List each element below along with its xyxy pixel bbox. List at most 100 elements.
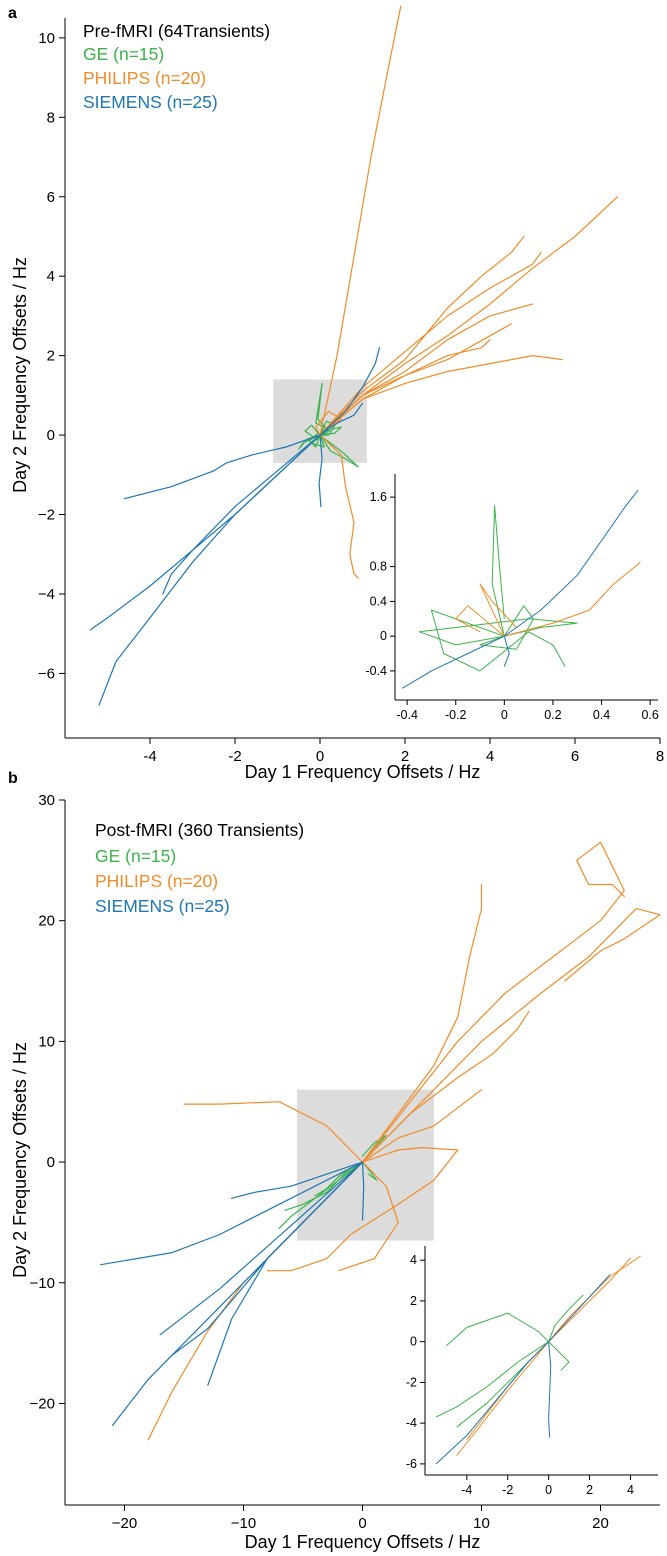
series-trace-siemens-b: [207, 1161, 364, 1386]
series-trace-siemens-a: [319, 347, 381, 436]
inset-y-tick-label-a: -0.4: [365, 664, 387, 678]
y-tick-label-b: −20: [30, 1395, 55, 1412]
y-axis-label-a: Day 2 Frequency Offsets / Hz: [10, 257, 30, 493]
inset-y-tick-label-b: 2: [410, 1294, 417, 1308]
inset-trace-ge-b: [446, 1312, 549, 1347]
legend-entry-siemens-a: SIEMENS (n=25): [83, 92, 218, 112]
x-tick-label-a: -4: [143, 748, 156, 765]
series-trace-siemens-a: [318, 434, 323, 508]
series-trace-philips-a: [319, 434, 359, 579]
inset-background-a: [395, 474, 659, 700]
panel-letter-b: b: [8, 770, 18, 787]
x-tick-label-a: 0: [316, 748, 324, 765]
x-tick-label-a: 2: [401, 748, 409, 765]
series-trace-philips-b: [361, 883, 483, 1163]
y-tick-label-a: 6: [47, 189, 55, 206]
y-tick-label-b: 20: [38, 913, 55, 930]
series-trace-philips-a: [319, 235, 525, 436]
inset-trace-ge-a: [418, 618, 578, 646]
y-tick-label-b: 30: [38, 792, 55, 809]
y-tick-label-a: −2: [38, 507, 55, 524]
inset-trace-ge-a: [479, 605, 534, 650]
series-trace-philips-b: [361, 908, 661, 1163]
series-trace-philips-a: [319, 196, 619, 436]
inset-x-tick-label-b: -4: [461, 1483, 472, 1497]
inset-x-tick-label-b: 4: [627, 1483, 634, 1497]
x-tick-label-b: 20: [592, 1515, 609, 1532]
inset-trace-philips-b: [456, 1341, 549, 1457]
inset-y-tick-label-a: 0.4: [370, 594, 387, 608]
x-tick-label-b: −20: [112, 1515, 137, 1532]
series-trace-ge-b: [284, 1161, 364, 1211]
inset-trace-siemens-a: [402, 635, 505, 689]
x-axis-label-a: Day 1 Frequency Offsets / Hz: [245, 762, 481, 782]
x-tick-label-b: 10: [473, 1515, 490, 1532]
x-axis-label-b: Day 1 Frequency Offsets / Hz: [245, 1532, 481, 1552]
inset-trace-siemens-b: [548, 1274, 611, 1343]
inset-background-b: [425, 1246, 659, 1475]
series-trace-siemens-b: [231, 1161, 364, 1199]
series-trace-siemens-b: [159, 1161, 364, 1336]
inset-x-tick-label-a: 0: [501, 708, 508, 722]
y-tick-label-a: 0: [47, 427, 55, 444]
legend-entry-siemens-b: SIEMENS (n=25): [95, 896, 230, 916]
inset-x-tick-label-a: 0.2: [544, 708, 561, 722]
x-tick-label-a: 8: [656, 748, 664, 765]
legend-entry-philips-a: PHILIPS (n=20): [83, 68, 206, 88]
inset-trace-ge-a: [491, 505, 505, 637]
inset-y-tick-label-a: 0.8: [370, 560, 387, 574]
y-tick-label-b: 0: [47, 1154, 55, 1171]
y-tick-label-b: 10: [38, 1033, 55, 1050]
inset-x-tick-label-b: -2: [502, 1483, 513, 1497]
inset-trace-siemens-a: [503, 636, 510, 667]
panel-a: a -4 -2 0 2 4 6 8 −6 −4 −2 0 2 4 6 8 10 Day 1 Frequency …: [8, 5, 664, 782]
y-tick-label-a: −4: [38, 586, 55, 603]
series-trace-philips-b: [361, 841, 625, 1163]
x-tick-label-a: 6: [571, 748, 579, 765]
y-tick-label-a: 2: [47, 348, 55, 365]
series-trace-philips-b: [183, 1101, 364, 1163]
inset-trace-siemens-a: [504, 489, 639, 637]
series-trace-siemens-a: [319, 402, 364, 436]
series-trace-siemens-b: [100, 1161, 364, 1266]
inset-trace-ge-a: [430, 609, 566, 672]
y-tick-label-a: 10: [38, 30, 55, 47]
series-trace-philips-b: [266, 1147, 459, 1272]
inset-y-tick-label-b: -2: [406, 1375, 417, 1389]
legend-entry-philips-b: PHILIPS (n=20): [95, 871, 218, 891]
x-tick-label-b: −10: [231, 1515, 256, 1532]
inset-y-tick-label-b: 0: [410, 1335, 417, 1349]
panel-letter-a: a: [8, 5, 17, 22]
inset-x-tick-label-b: 2: [586, 1483, 593, 1497]
series-trace-ge-a: [319, 434, 359, 468]
y-tick-label-a: −6: [38, 665, 55, 682]
x-tick-label-a: -2: [228, 748, 241, 765]
y-tick-label-a: 4: [47, 268, 55, 285]
inset-trace-siemens-b: [435, 1341, 549, 1465]
series-trace-philips-b: [361, 1089, 483, 1163]
inset-x-tick-label-a: 0.4: [593, 708, 610, 722]
y-tick-label-a: 8: [47, 109, 55, 126]
series-trace-siemens-a: [162, 434, 321, 595]
y-tick-label-b: −10: [30, 1275, 55, 1292]
inset-x-tick-label-a: 0.6: [641, 708, 658, 722]
inset-y-tick-label-b: 4: [410, 1253, 417, 1267]
series-trace-philips-a: [319, 323, 512, 436]
inset-y-tick-label-b: -6: [406, 1457, 417, 1471]
inset-trace-philips-a: [455, 605, 505, 637]
series-trace-philips-a: [319, 339, 491, 436]
inset-y-tick-label-a: 1.6: [370, 490, 387, 504]
series-trace-ge-a: [308, 432, 321, 448]
inset-x-tick-label-b: 0: [545, 1483, 552, 1497]
x-tick-label-a: 4: [486, 748, 494, 765]
legend-entry-ge-a: GE (n=15): [83, 44, 164, 64]
series-trace-philips-a: [319, 5, 402, 436]
chart-title-b: Post-fMRI (360 Transients): [95, 820, 304, 840]
y-axis-label-b: Day 2 Frequency Offsets / Hz: [10, 1042, 30, 1278]
inset-trace-ge-b: [548, 1341, 570, 1371]
inset-trace-ge-b: [548, 1294, 584, 1342]
series-trace-philips-b: [338, 1161, 399, 1272]
inset-y-tick-label-a: 0: [380, 629, 387, 643]
